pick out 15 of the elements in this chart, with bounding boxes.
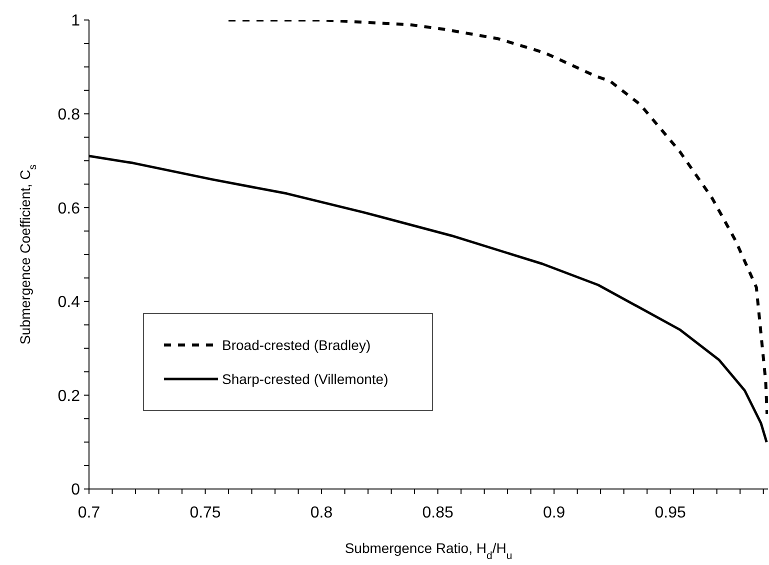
x-tick-label: 0.7 [78, 504, 100, 522]
legend-label: Sharp-crested (Villemonte) [222, 371, 388, 387]
legend-label: Broad-crested (Bradley) [222, 337, 371, 353]
x-tick-label: 0.85 [422, 504, 454, 522]
x-tick-label: 0.8 [310, 504, 333, 522]
y-tick-label: 0.2 [58, 388, 80, 405]
x-tick-label: 0.95 [654, 504, 686, 522]
x-tick-label: 0.9 [542, 504, 566, 522]
y-tick-label: 0.6 [58, 200, 80, 218]
y-tick-label: 0 [71, 482, 80, 499]
y-tick-label: 1 [71, 12, 80, 30]
y-tick-label: 0.8 [58, 106, 80, 124]
y-tick-label: 0.4 [58, 294, 80, 312]
x-axis-title: Submergence Ratio, H$_{d}$/H$_{u}$ [344, 540, 512, 562]
x-tick-label: 0.75 [190, 504, 221, 522]
